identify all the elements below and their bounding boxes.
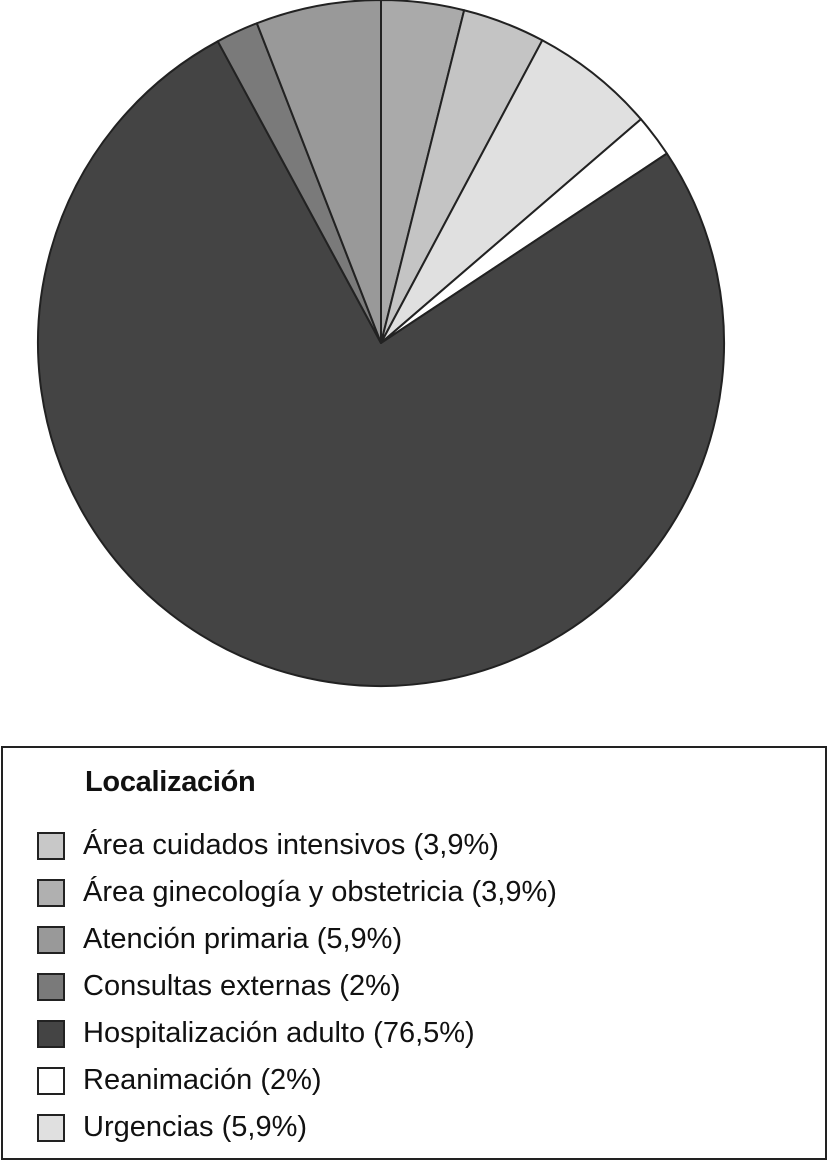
chart-legend: Localización Área cuidados intensivos (3… bbox=[1, 746, 827, 1160]
legend-items: Área cuidados intensivos (3,9%) Área gine… bbox=[37, 822, 557, 1151]
legend-item: Reanimación (2%) bbox=[37, 1057, 557, 1104]
legend-swatch bbox=[37, 1113, 65, 1142]
legend-label: Área cuidados intensivos (3,9%) bbox=[83, 829, 499, 861]
pie-slice bbox=[255, 0, 382, 344]
legend-label: Reanimación (2%) bbox=[83, 1064, 322, 1096]
legend-item: Consultas externas (2%) bbox=[37, 963, 557, 1010]
legend-swatch bbox=[37, 831, 65, 860]
legend-item: Hospitalización adulto (76,5%) bbox=[37, 1010, 557, 1057]
legend-label: Hospitalización adulto (76,5%) bbox=[83, 1017, 475, 1049]
legend-label: Área ginecología y obstetricia (3,9%) bbox=[83, 876, 557, 908]
pie-slice bbox=[380, 39, 642, 344]
legend-swatch bbox=[37, 972, 65, 1001]
legend-item: Urgencias (5,9%) bbox=[37, 1104, 557, 1151]
legend-swatch bbox=[37, 878, 65, 907]
pie-chart bbox=[36, 0, 725, 687]
legend-swatch bbox=[37, 1019, 65, 1048]
legend-swatch bbox=[37, 1066, 65, 1095]
legend-label: Urgencias (5,9%) bbox=[83, 1111, 308, 1143]
legend-item: Área cuidados intensivos (3,9%) bbox=[37, 822, 557, 869]
legend-label: Consultas externas (2%) bbox=[83, 970, 401, 1002]
pie-slice bbox=[36, 40, 725, 687]
legend-swatch bbox=[37, 925, 65, 954]
legend-title: Localización bbox=[85, 766, 256, 798]
pie-chart-svg bbox=[36, 0, 725, 687]
legend-item: Atención primaria (5,9%) bbox=[37, 916, 557, 963]
legend-label: Atención primaria (5,9%) bbox=[83, 923, 403, 955]
legend-item: Área ginecología y obstetricia (3,9%) bbox=[37, 869, 557, 916]
